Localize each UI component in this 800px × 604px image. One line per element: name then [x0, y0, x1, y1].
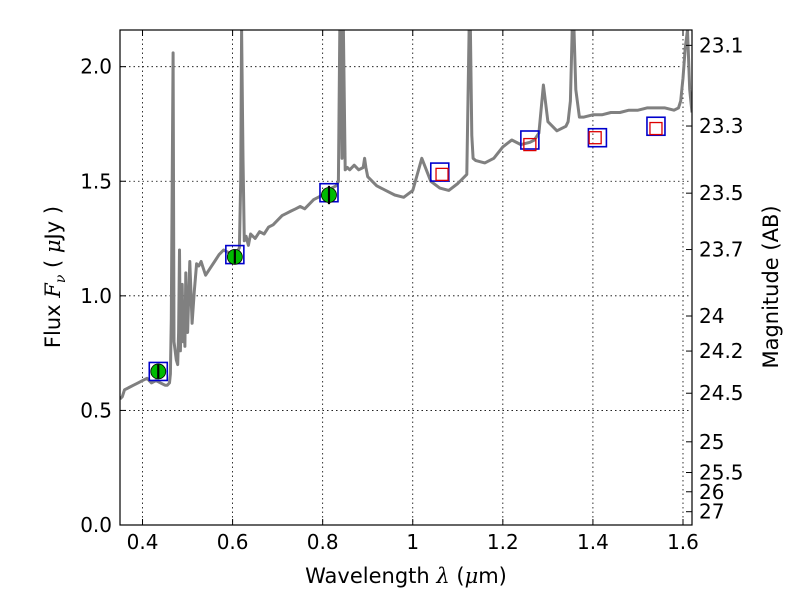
x-axis-label-prefix: Wavelength — [305, 564, 436, 588]
x-tick-label: 0.6 — [217, 530, 249, 554]
x-axis-label-unit-open: ( — [450, 564, 465, 588]
x-tick-label: 0.8 — [307, 530, 339, 554]
y-tick-label: 1.0 — [80, 284, 112, 308]
predicted-photometry-square — [523, 137, 537, 152]
axis-ticks: 0.4 0.6 0.8 1 1.2 1.4 1.6 0.0 0.5 1.0 1.5 2.0 23.1 23… — [80, 30, 744, 554]
marker-layer — [148, 116, 666, 382]
x-axis-label: Wavelength λ (μm) — [305, 564, 507, 588]
x-tick-label: 1 — [406, 530, 419, 554]
y-axis-label-prefix: Flux — [41, 298, 65, 348]
y-axis-label-unit-mu: μ — [41, 239, 65, 253]
x-tick-label: 1.6 — [667, 530, 699, 554]
y2-tick-label: 24.5 — [699, 381, 744, 405]
model-photometry-square — [646, 116, 666, 137]
x-tick-label: 0.4 — [127, 530, 159, 554]
model-photometry-square — [587, 127, 608, 148]
x-axis-label-unit-mu: μ — [465, 564, 479, 588]
y2-tick-label: 26 — [699, 480, 724, 504]
y-axis-label-subscript: ν — [53, 274, 69, 283]
y2-tick-label: 23.3 — [699, 114, 744, 138]
y2-tick-label: 25.5 — [699, 461, 744, 485]
y-tick-label: 0.0 — [80, 513, 112, 537]
plot-frame — [119, 29, 693, 526]
y2-tick-label: 24 — [699, 304, 724, 328]
x-tick-label: 1.4 — [577, 530, 609, 554]
x-axis-label-unit-rest: m) — [478, 564, 507, 588]
y2-tick-label: 23.5 — [699, 181, 744, 205]
model-photometry-square — [520, 130, 540, 150]
x-axis-label-symbol: λ — [435, 564, 449, 588]
y2-tick-label: 23.7 — [699, 238, 744, 262]
y-axis-label-symbol: F — [41, 282, 65, 299]
y2-tick-label: 25 — [699, 430, 724, 454]
predicted-photometry-square — [588, 131, 602, 145]
y2-tick-label: 27 — [699, 500, 724, 524]
y2-axis-label: Magnitude (AB) — [759, 205, 783, 368]
y-tick-label: 2.0 — [80, 55, 112, 79]
y2-tick-label: 24.2 — [699, 339, 744, 363]
y-axis-label-unit-open: ( — [41, 253, 65, 275]
y2-tick-label: 23.1 — [699, 33, 744, 57]
model-photometry-square — [429, 162, 450, 182]
y-axis-label-unit-rest: Jy ) — [41, 206, 65, 242]
y-tick-label: 1.5 — [80, 169, 112, 193]
predicted-photometry-square — [435, 167, 449, 182]
x-tick-label: 1.2 — [487, 530, 519, 554]
y-axis-label: Flux Fν ( μJy ) — [41, 206, 69, 348]
y-tick-label: 0.5 — [80, 398, 112, 422]
predicted-photometry-square — [649, 121, 663, 136]
model-photometry-square — [148, 361, 169, 382]
